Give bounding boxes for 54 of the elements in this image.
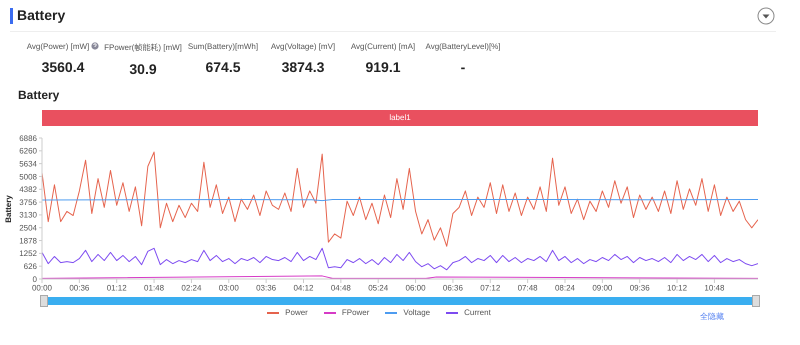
- line-series: [42, 248, 758, 270]
- y-tick-label: 626: [24, 262, 38, 272]
- text: FPower(帧能耗) [mW]: [103, 42, 183, 53]
- text: -: [460, 59, 466, 75]
- chart-subtitle: Battery: [18, 88, 60, 102]
- text: Avg(Voltage) [mV]: [270, 42, 336, 51]
- x-tick-label: 03:36: [256, 284, 277, 293]
- x-tick-label: 09:36: [630, 284, 650, 293]
- x-tick-label: 07:12: [480, 284, 501, 293]
- chart-title: Battery: [17, 7, 66, 23]
- band-label: label1: [388, 112, 412, 124]
- y-tick-label: 5634: [19, 159, 38, 168]
- legend-label: Power: [284, 308, 308, 317]
- x-tick-label: 00:36: [69, 284, 90, 293]
- y-tick-label: 3756: [19, 198, 38, 207]
- y-tick-label: 6260: [19, 146, 38, 156]
- text: Avg(BatteryLevel)[%]: [424, 42, 502, 51]
- x-tick-label: 00:00: [32, 284, 53, 293]
- y-tick-label: 5008: [19, 172, 38, 182]
- line-series: [42, 152, 758, 247]
- text: 674.5: [204, 59, 242, 75]
- x-tick-label: 09:00: [592, 284, 613, 293]
- x-tick-label: 03:00: [218, 284, 240, 293]
- text: Avg(Power) [mW]: [26, 42, 90, 51]
- x-tick-label: 06:00: [406, 284, 426, 293]
- y-tick-label: 2504: [19, 224, 38, 233]
- x-tick-label: 07:48: [518, 284, 538, 293]
- text: Avg(Current) [mA]: [350, 42, 416, 51]
- x-tick-label: 04:48: [330, 284, 352, 293]
- legend-label: Current: [463, 308, 491, 317]
- x-tick-label: 10:12: [667, 284, 688, 293]
- y-tick-label: 3130: [19, 210, 38, 220]
- x-tick-label: 01:48: [144, 284, 165, 293]
- x-tick-label: 06:36: [442, 284, 464, 293]
- legend-label: Voltage: [402, 308, 430, 317]
- y-tick-label: 4382: [19, 185, 38, 194]
- x-tick-label: 08:24: [554, 284, 576, 293]
- y-tick-label: 1252: [19, 249, 38, 258]
- text: Sum(Battery)[mWh]: [186, 42, 260, 51]
- x-tick-label: 04:12: [293, 284, 314, 293]
- text: 3874.3: [280, 59, 326, 75]
- text: 全隐藏: [700, 311, 724, 322]
- text: 3560.4: [40, 59, 86, 75]
- x-tick-label: 10:48: [704, 284, 725, 293]
- text: 919.1: [364, 59, 402, 75]
- y-axis-title: Battery: [4, 194, 13, 223]
- y-tick-label: 6886: [19, 134, 38, 143]
- x-tick-label: 01:12: [106, 284, 128, 293]
- y-tick-label: 0: [32, 274, 38, 284]
- x-tick-label: 05:24: [368, 284, 389, 293]
- text: 30.9: [128, 61, 158, 77]
- legend-label: FPower: [340, 308, 370, 317]
- y-tick-label: 1878: [19, 236, 38, 246]
- x-tick-label: 02:24: [181, 284, 202, 293]
